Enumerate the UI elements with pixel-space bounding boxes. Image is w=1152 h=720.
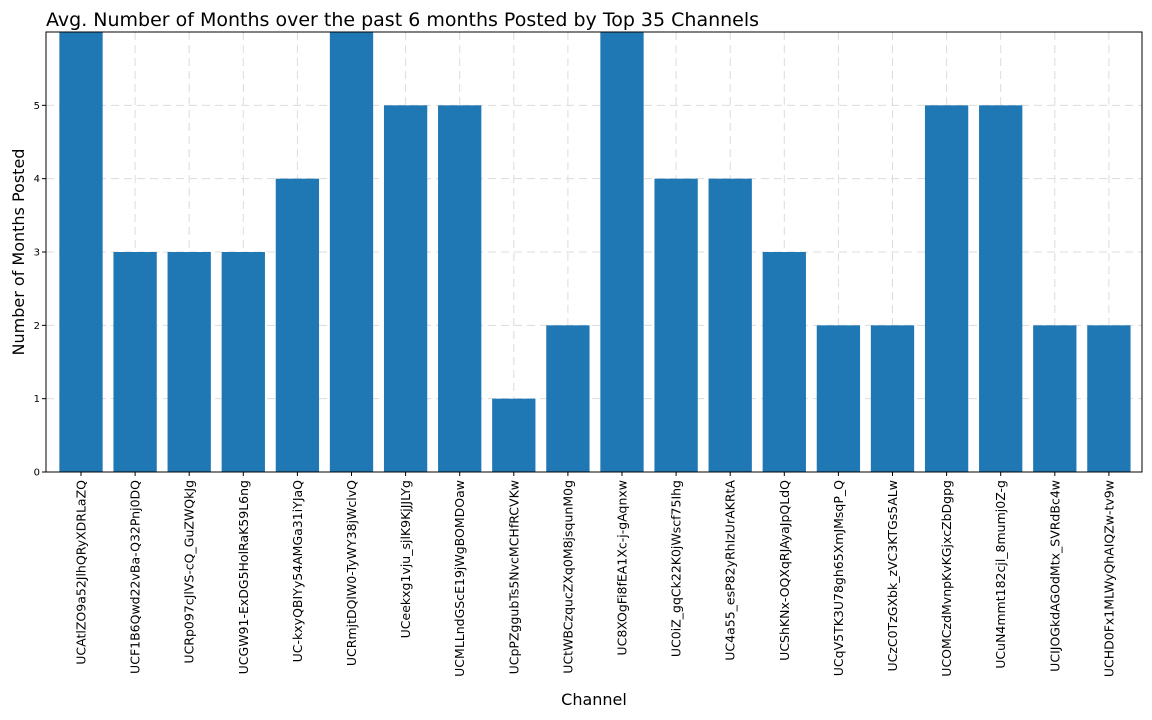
x-tick-label: UCRp097cJlVS-cQ_GuZWQkJg [182, 480, 197, 664]
bar [654, 178, 698, 472]
x-tick-label: UC4a55_esP82yRhIzUrAKRtA [723, 480, 738, 661]
y-tick-label: 0 [34, 468, 40, 479]
bar [816, 325, 861, 472]
x-tick-label: UCtWBCzqucZXq0M8jsqunM0g [560, 480, 575, 674]
bar [492, 398, 536, 472]
x-tick-label: UCOMCzdMvnpKvKGjxcZbDgpg [939, 480, 954, 677]
x-tick-label: UCeekxg1vju_sjlK9KjJJLYg [398, 480, 413, 638]
y-tick-label: 1 [34, 394, 40, 405]
y-tick-label: 2 [34, 321, 40, 332]
x-tick-label: UC0iZ_gqCk22K0jWscf75Ihg [669, 480, 684, 657]
y-tick-label: 5 [34, 101, 40, 112]
x-tick-label: UCAtlZO9a52JlhQRyXDRLaZQ [74, 480, 89, 665]
bar [546, 325, 590, 472]
x-tick-label: UCqV5TK3U78gh65XmJMsqP_Q [831, 480, 846, 676]
x-tick-label: UCShKNx-OQXqRJAyaJpQLdQ [777, 480, 792, 661]
x-tick-label: UCMLLndGScE19jWgBOMDOaw [452, 480, 467, 677]
bar [924, 105, 969, 472]
x-tick-label: UCpPZggubTs5NvcMCHfRCVKw [506, 480, 521, 674]
bar [600, 32, 644, 472]
bar [438, 105, 482, 472]
bar [762, 252, 806, 472]
x-tick-label: UC8XOgFi8fEA1Xc-j-gAqnxw [615, 480, 630, 656]
bar [383, 105, 428, 472]
x-tick-label: UCuN4mmt182cjl_8mumj0Z-g [993, 480, 1008, 669]
x-tick-label: UCF1B6Qwd22vBa-Q32Pnj0DQ [128, 480, 143, 674]
x-axis-label: Channel [561, 690, 627, 709]
bar [275, 178, 320, 472]
bar [708, 178, 752, 472]
x-tick-label: UCIJOGkdAGOdMtx_SVRdBc4w [1047, 480, 1062, 672]
x-tick-label: UCGW91-ExDG5HolRaK59L6ng [236, 480, 251, 674]
x-tick-label: UCzC0TzGXbk_zVC3KTGs5ALw [885, 480, 900, 672]
bar [59, 32, 103, 472]
bar [167, 252, 211, 472]
bar [329, 32, 374, 472]
bars [59, 32, 1131, 472]
chart-title: Avg. Number of Months over the past 6 mo… [46, 9, 759, 31]
y-tick-label: 3 [34, 248, 40, 259]
bar [221, 252, 265, 472]
bar [1087, 325, 1131, 472]
bar [113, 252, 157, 472]
y-tick-label: 4 [34, 174, 40, 185]
x-tick-label: UCRmjtDQlW0-TyWY38jWclvQ [344, 480, 359, 666]
x-axis-ticks: UCAtlZO9a52JlhQRyXDRLaZQ UCF1B6Qwd22vBa-Q… [74, 472, 1116, 677]
y-axis-label: Number of Months Posted [9, 149, 28, 356]
x-tick-label: UCHD0Fx1MLWyQhAIQZw-tv9w [1101, 480, 1116, 677]
y-axis-ticks: 0 1 2 3 4 5 [34, 101, 46, 479]
bar [979, 105, 1023, 472]
bar [1033, 325, 1077, 472]
bar [870, 325, 915, 472]
x-tick-label: UC-kxyQBIYy54AMGa31iYJaQ [290, 480, 305, 663]
